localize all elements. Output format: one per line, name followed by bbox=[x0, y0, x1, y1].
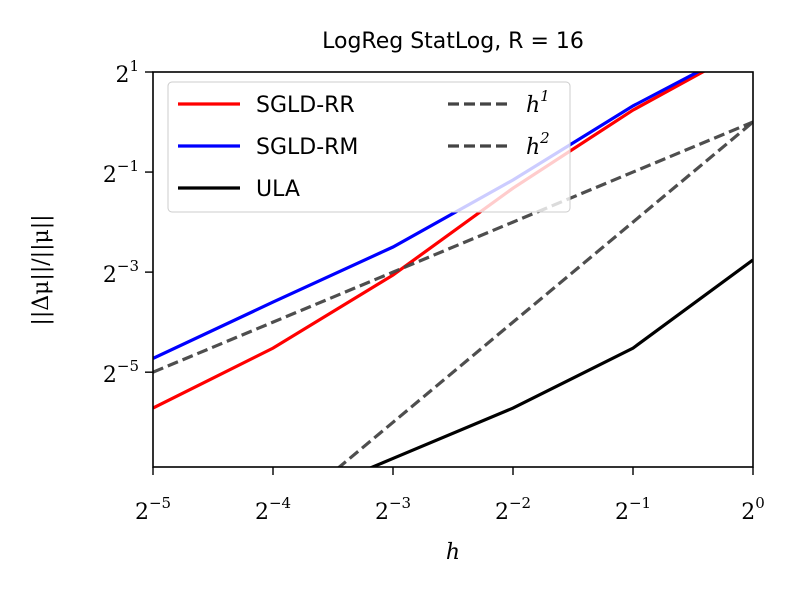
series-line bbox=[153, 72, 706, 410]
y-tick-label: 2−1 bbox=[103, 157, 139, 188]
x-tick-label: 2−4 bbox=[255, 494, 291, 525]
x-tick-label: 20 bbox=[741, 494, 765, 525]
x-axis-label: h bbox=[446, 540, 460, 565]
x-tick-label: 2−5 bbox=[135, 494, 171, 525]
legend-label: ULA bbox=[256, 177, 300, 202]
series-line bbox=[153, 120, 753, 374]
legend-label: h2 bbox=[526, 129, 550, 160]
series-line bbox=[368, 258, 753, 467]
x-tick-label: 2−1 bbox=[615, 494, 651, 525]
x-tick-label: 2−2 bbox=[495, 494, 531, 525]
y-tick-label: 21 bbox=[115, 57, 139, 88]
series-line bbox=[153, 72, 702, 360]
axes-frame bbox=[152, 71, 754, 468]
legend-label: SGLD-RM bbox=[256, 135, 358, 160]
y-tick-label: 2−3 bbox=[103, 257, 139, 288]
y-axis-label: ||Δμ||/||μ|| bbox=[29, 214, 54, 325]
legend-box bbox=[167, 81, 571, 213]
legend-label: SGLD-RR bbox=[256, 93, 355, 118]
x-tick-label: 2−3 bbox=[375, 494, 411, 525]
chart-title: LogReg StatLog, R = 16 bbox=[322, 29, 584, 54]
y-tick-label: 2−5 bbox=[103, 357, 139, 388]
series-line bbox=[336, 120, 753, 467]
legend-label: h1 bbox=[526, 87, 550, 118]
plot-area bbox=[153, 72, 753, 467]
